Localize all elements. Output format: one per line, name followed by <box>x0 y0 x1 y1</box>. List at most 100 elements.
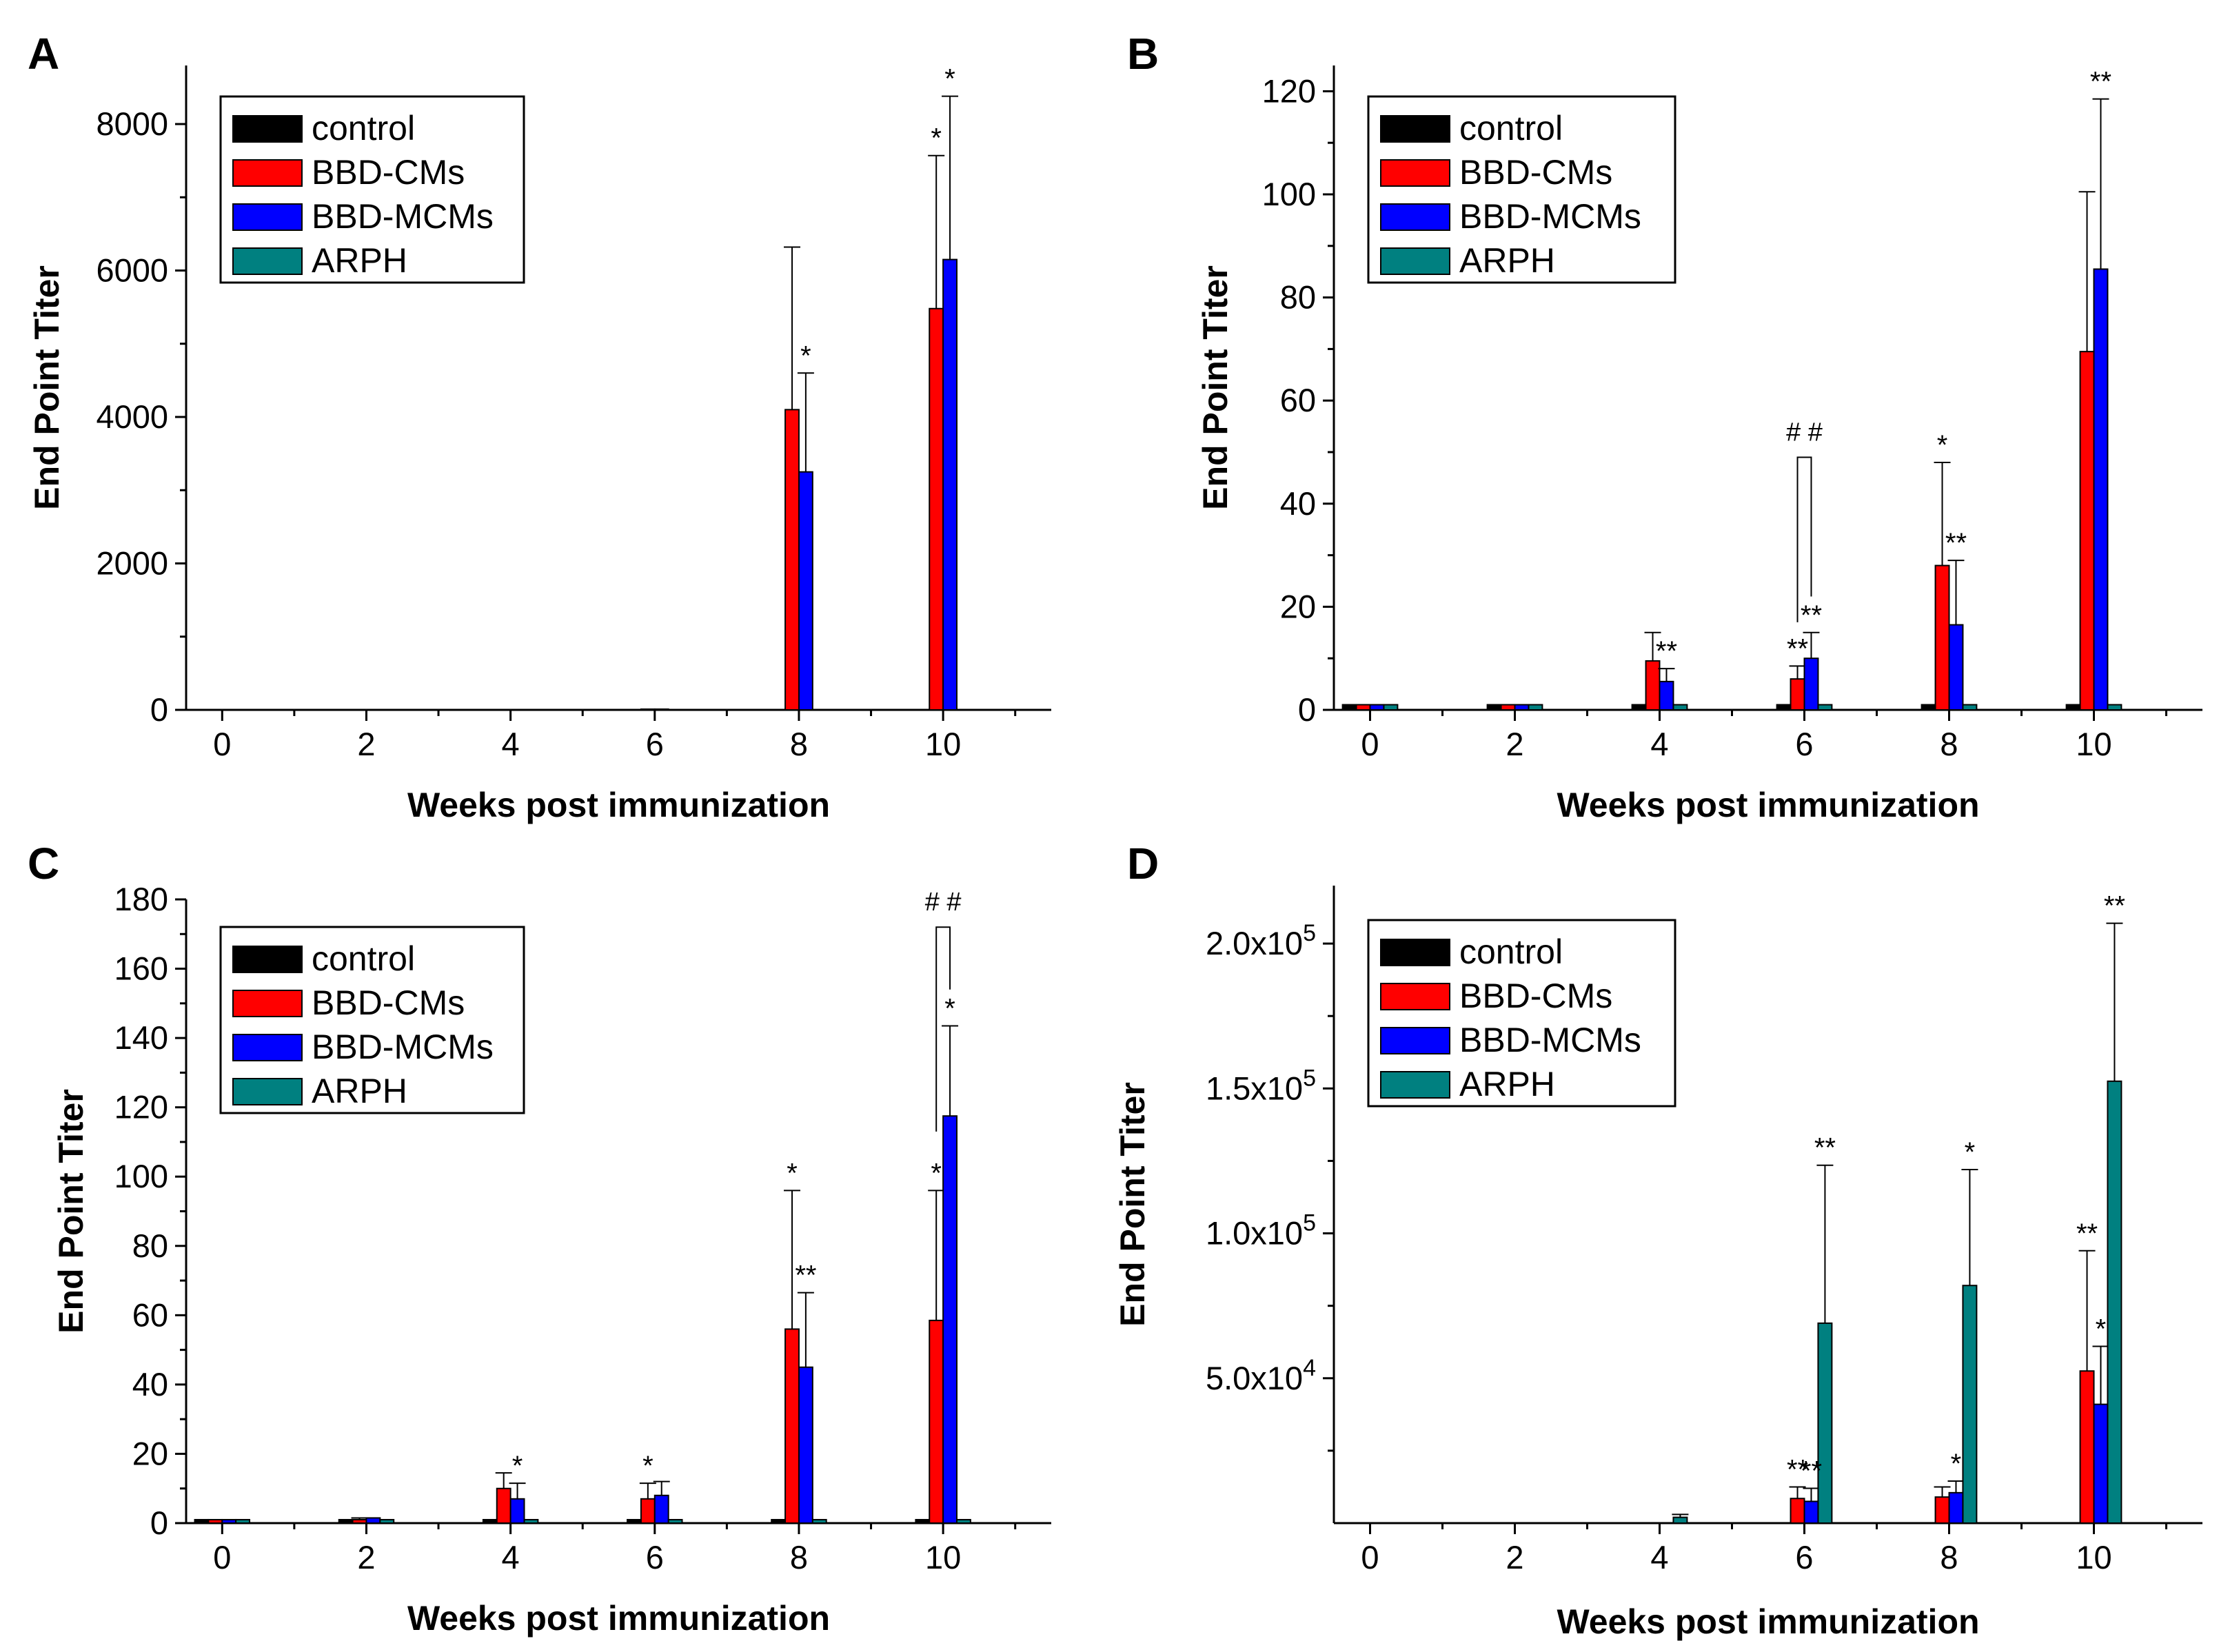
legend-label: BBD-MCMs <box>1459 1021 1641 1059</box>
bar-control-10 <box>915 1518 931 1524</box>
x-tick-label: 2 <box>1506 1539 1523 1575</box>
legend-label: ARPH <box>1459 241 1555 280</box>
bar-control-6 <box>1776 704 1792 711</box>
legend-swatch-ARPH <box>232 1078 303 1105</box>
significance-mark: ** <box>2104 891 2125 921</box>
panel-letter: C <box>28 839 59 888</box>
y-tick-exponent: 5 <box>1303 1065 1316 1091</box>
bar-ARPH-4 <box>1672 1516 1688 1524</box>
bar-BBD-MCMs-10 <box>942 258 957 711</box>
x-tick-label: 6 <box>1795 726 1813 762</box>
significance-mark: * <box>2096 1314 2107 1345</box>
bar-BBD-CMs-6 <box>1790 1498 1805 1524</box>
y-tick-exponent: 5 <box>1303 920 1316 946</box>
y-tick-label: 160 <box>114 950 168 987</box>
y-tick-mantissa: 1.0x10 <box>1206 1215 1303 1252</box>
legend: control BBD-CMs BBD-MCMs ARPH <box>219 95 525 284</box>
legend-swatch-control <box>1380 115 1450 143</box>
legend-label: ARPH <box>1459 1065 1555 1103</box>
x-axis-title: Weeks post immunization <box>1557 1602 1979 1641</box>
bar-BBD-MCMs-8 <box>1948 624 1964 711</box>
bracket-label: # # <box>925 888 962 917</box>
bar-BBD-MCMs-2 <box>365 1517 381 1524</box>
x-tick-label: 6 <box>1795 1539 1813 1575</box>
bar-BBD-CMs-10 <box>929 1319 944 1524</box>
bar-ARPH-6 <box>1817 1322 1833 1524</box>
bar-control-0 <box>1341 704 1357 711</box>
significance-mark: ** <box>1801 1456 1822 1487</box>
bar-BBD-CMs-2 <box>1500 704 1516 711</box>
x-tick-label: 8 <box>790 726 808 762</box>
legend-swatch-BBD-CMs <box>1380 159 1450 187</box>
x-tick-label: 0 <box>213 1539 231 1575</box>
bar-BBD-CMs-10 <box>929 307 944 711</box>
legend-label: control <box>1459 932 1563 971</box>
y-tick-mantissa: 2.0x10 <box>1206 925 1303 961</box>
y-tick-label: 40 <box>132 1366 168 1403</box>
bar-BBD-CMs-10 <box>2079 351 2095 711</box>
x-tick-label: 8 <box>1940 1539 1958 1575</box>
y-tick-label: 6000 <box>96 252 168 289</box>
panel-B: B 0 20 40 60 80 100 120 0 2 4 6 8 10 Weeks post immuni… <box>1127 29 2202 824</box>
x-axis-title: Weeks post immunization <box>407 1599 830 1638</box>
x-tick-label: 2 <box>1506 726 1523 762</box>
bar-ARPH-4 <box>1672 704 1688 711</box>
significance-mark: ** <box>1814 1133 1836 1163</box>
legend-swatch-BBD-CMs <box>232 159 303 187</box>
bar-ARPH-2 <box>379 1518 395 1524</box>
y-axis-title: End Point Titer <box>52 1089 90 1334</box>
bar-control-0 <box>194 1518 210 1524</box>
bar-BBD-MCMs-0 <box>1369 704 1385 711</box>
legend: control BBD-CMs BBD-MCMs ARPH <box>1367 95 1676 284</box>
bar-control-8 <box>771 1518 787 1524</box>
legend-swatch-ARPH <box>232 247 303 275</box>
bar-BBD-CMs-6 <box>640 1498 656 1524</box>
bar-ARPH-6 <box>667 1518 683 1524</box>
legend-label: control <box>1459 109 1563 147</box>
y-tick-label: 2000 <box>96 545 168 582</box>
significance-mark: ** <box>1787 633 1808 664</box>
significance-mark: ** <box>795 1261 816 1291</box>
legend-swatch-ARPH <box>1380 247 1450 275</box>
bar-ARPH-0 <box>1383 704 1399 711</box>
bar-BBD-CMs-4 <box>1645 660 1661 711</box>
bar-control-4 <box>482 1518 498 1524</box>
significance-mark: * <box>1965 1137 1976 1167</box>
bar-ARPH-0 <box>235 1518 251 1524</box>
legend-swatch-BBD-CMs <box>232 990 303 1017</box>
y-tick-label: 0 <box>150 691 168 728</box>
bar-ARPH-4 <box>523 1518 539 1524</box>
bar-control-2 <box>1486 704 1502 711</box>
panel-A: A 0 2000 4000 6000 8000 0 2 4 6 8 10 Weeks post immu… <box>28 29 1051 824</box>
x-tick-label: 4 <box>502 726 520 762</box>
bar-BBD-CMs-8 <box>1934 1496 1950 1524</box>
legend: control BBD-CMs BBD-MCMs ARPH <box>1367 919 1676 1108</box>
y-tick-label: 100 <box>114 1158 168 1194</box>
legend-swatch-ARPH <box>1380 1071 1450 1099</box>
y-tick-mantissa: 5.0x10 <box>1206 1360 1303 1396</box>
bar-BBD-MCMs-8 <box>798 471 813 711</box>
significance-mark: * <box>787 1158 798 1188</box>
legend-label: ARPH <box>312 241 407 280</box>
y-tick-mantissa: 1.5x10 <box>1206 1070 1303 1106</box>
bar-BBD-CMs-2 <box>352 1518 367 1524</box>
legend-label: BBD-CMs <box>1459 977 1612 1015</box>
significance-mark: * <box>800 340 811 371</box>
bar-BBD-MCMs-10 <box>2093 1403 2109 1524</box>
panel-letter: B <box>1127 29 1159 79</box>
legend-swatch-BBD-MCMs <box>1380 1027 1450 1054</box>
y-tick-label: 2.0x105 <box>1206 920 1316 961</box>
legend-label: BBD-MCMs <box>312 197 494 236</box>
y-tick-label: 60 <box>1280 382 1316 418</box>
bar-control-2 <box>338 1518 354 1524</box>
bar-BBD-CMs-4 <box>496 1487 511 1524</box>
bar-BBD-CMs-8 <box>784 409 800 711</box>
significance-mark: * <box>944 994 955 1024</box>
bar-BBD-MCMs-10 <box>942 1115 957 1524</box>
x-axis-title: Weeks post immunization <box>407 786 830 824</box>
panel-letter: A <box>28 29 59 79</box>
y-tick-exponent: 4 <box>1303 1355 1316 1381</box>
y-tick-label: 100 <box>1262 176 1316 212</box>
bar-BBD-MCMs-6 <box>1803 1500 1819 1524</box>
